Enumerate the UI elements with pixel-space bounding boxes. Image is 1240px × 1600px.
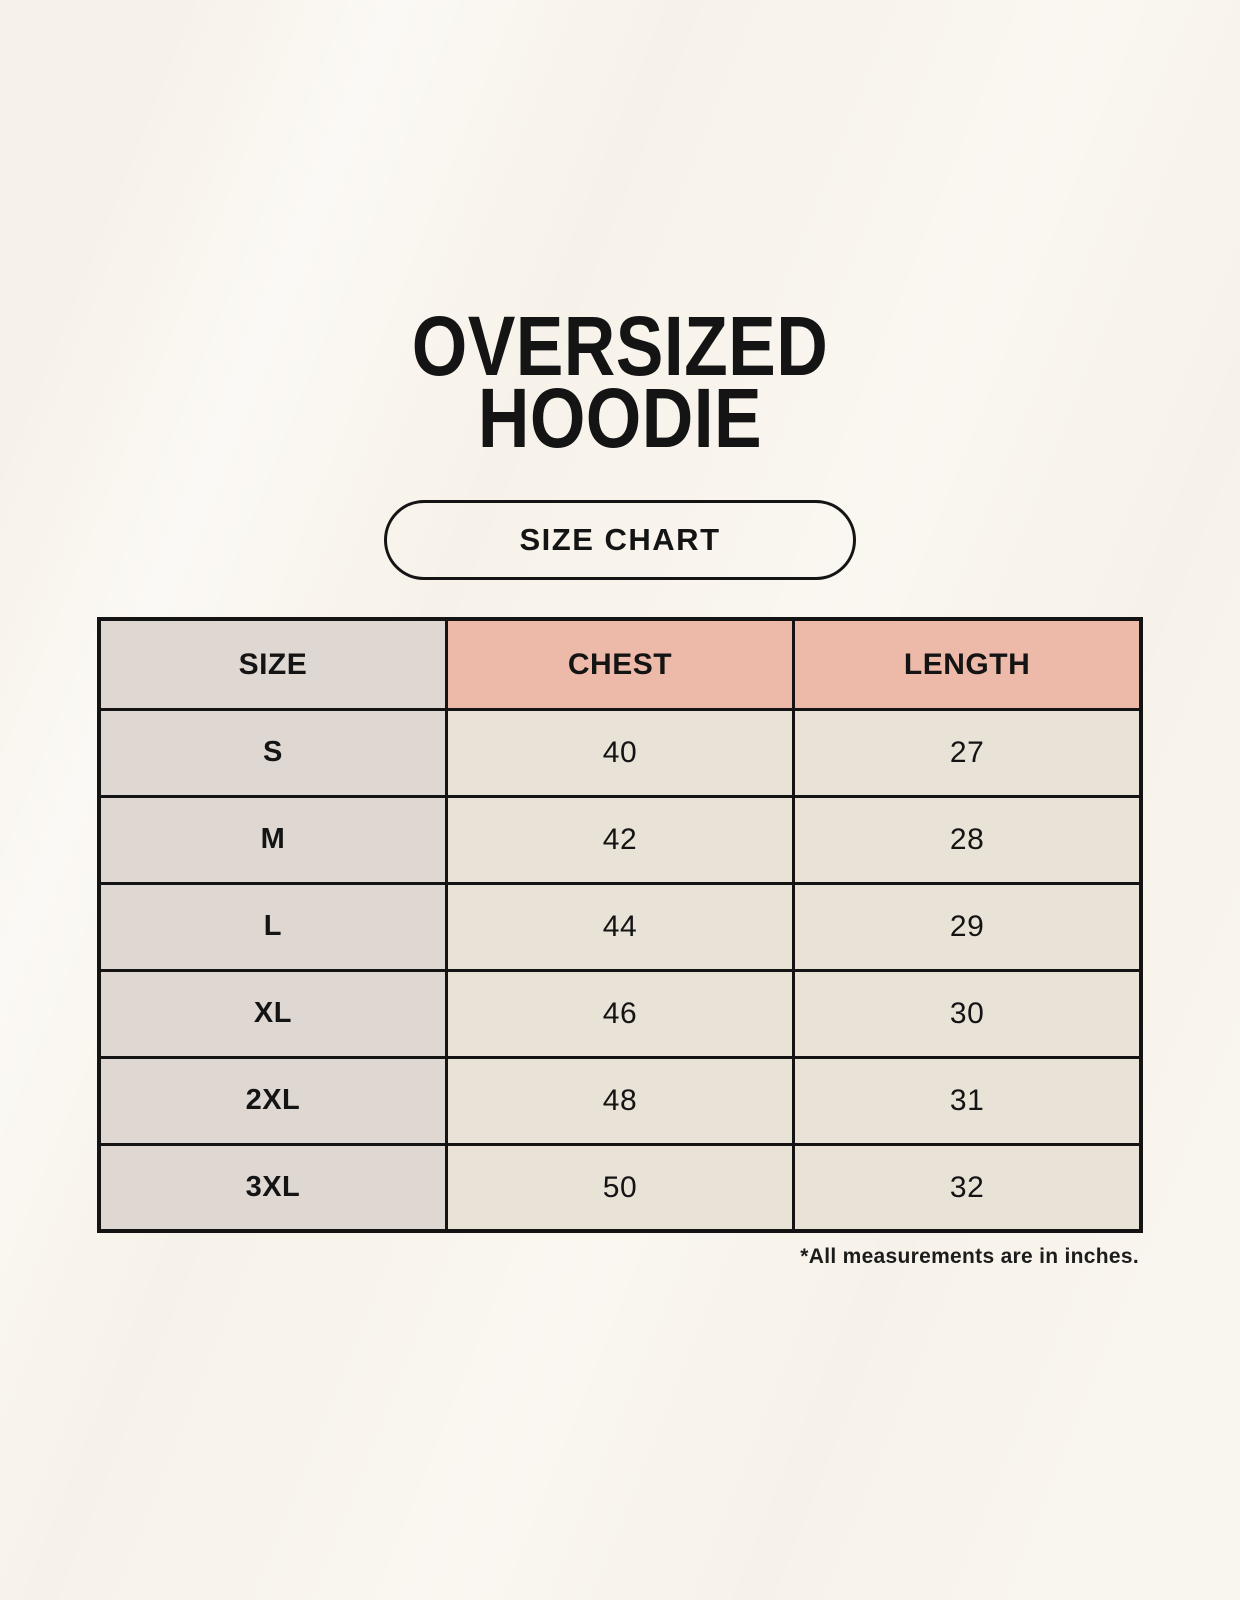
table-row: S 40 27 [97, 707, 1143, 798]
chest-cell: 40 [444, 707, 796, 798]
length-cell: 28 [792, 794, 1143, 885]
page-title-line-1: OVERSIZED [411, 299, 829, 393]
size-chart-badge: SIZE CHART [384, 500, 856, 581]
chest-cell: 42 [444, 794, 796, 885]
measurements-footnote: *All measurements are in inches. [800, 1245, 1139, 1269]
length-cell: 31 [792, 1055, 1143, 1146]
chest-cell: 46 [444, 968, 796, 1059]
size-cell: S [97, 707, 448, 798]
header-size: SIZE [97, 617, 448, 711]
page-title-line-2: HOODIE [477, 371, 763, 466]
size-cell: M [97, 794, 448, 885]
length-cell: 29 [792, 881, 1143, 972]
table-row: XL 46 30 [97, 968, 1143, 1059]
table-row: M 42 28 [97, 794, 1143, 885]
page-title: OVERSIZED HOODIE [412, 304, 828, 460]
size-cell: XL [97, 968, 448, 1059]
table-row: L 44 29 [97, 881, 1143, 972]
length-cell: 30 [792, 968, 1143, 1059]
table-row: 2XL 48 31 [97, 1055, 1143, 1146]
size-chart-badge-label: SIZE CHART [519, 522, 721, 558]
size-cell: 2XL [97, 1055, 448, 1146]
header-chest: CHEST [444, 617, 796, 711]
size-cell: L [97, 881, 448, 972]
header-length: LENGTH [792, 617, 1143, 711]
chest-cell: 50 [444, 1142, 796, 1233]
size-cell: 3XL [97, 1142, 448, 1233]
table-header-row: SIZE CHEST LENGTH [97, 617, 1143, 711]
chest-cell: 44 [444, 881, 796, 972]
table-row: 3XL 50 32 [97, 1142, 1143, 1233]
chest-cell: 48 [444, 1055, 796, 1146]
size-table: SIZE CHEST LENGTH S 40 27 M 42 28 L 44 2… [97, 617, 1143, 1234]
length-cell: 27 [792, 707, 1143, 798]
length-cell: 32 [792, 1142, 1143, 1233]
